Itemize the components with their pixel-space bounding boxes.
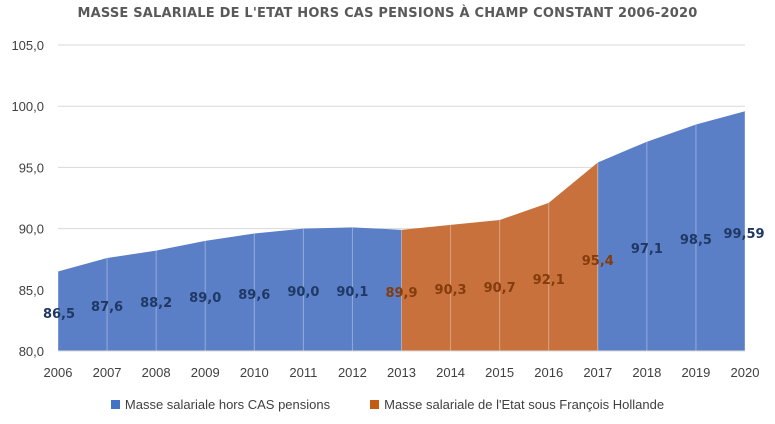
legend-swatch-orange: [370, 400, 380, 409]
x-axis-ticks: 2006 2007 2008 2009 2010 2011 2012 2013 2014 2015…: [44, 365, 760, 380]
data-label: 90,3: [435, 283, 467, 298]
legend-item-orange[interactable]: Masse salariale de l'Etat sous François …: [370, 397, 664, 412]
legend-label: Masse salariale hors CAS pensions: [124, 397, 331, 412]
data-label: 86,5: [43, 307, 75, 322]
x-tick-label: 2017: [583, 365, 612, 380]
data-label: 89,0: [189, 291, 221, 306]
data-label: 88,2: [140, 296, 172, 311]
x-tick-label: 2019: [681, 365, 710, 380]
y-tick-label: 100,0: [11, 99, 44, 114]
data-label: 87,6: [91, 300, 123, 315]
data-label: 89,6: [238, 288, 270, 303]
y-tick-label: 85,0: [19, 283, 44, 298]
data-label: 89,9: [385, 286, 417, 301]
area-segment: [597, 111, 745, 351]
legend-swatch-blue: [110, 400, 120, 409]
chart-title: MASSE SALARIALE DE L'ETAT HORS CAS PENSI…: [77, 6, 698, 21]
x-tick-label: 2016: [534, 365, 563, 380]
x-tick-label: 2007: [93, 365, 122, 380]
legend: Masse salariale hors CAS pensions Masse …: [0, 397, 775, 412]
data-label: 99,59: [723, 227, 764, 242]
data-label: 98,5: [680, 233, 712, 248]
year-dividers: [57, 111, 746, 352]
x-tick-label: 2006: [44, 365, 73, 380]
x-tick-label: 2015: [485, 365, 514, 380]
y-tick-label: 95,0: [19, 160, 44, 175]
data-label: 95,4: [582, 254, 614, 269]
area-series: [58, 111, 745, 351]
x-tick-label: 2020: [731, 365, 760, 380]
y-axis-ticks: 80,0 85,0 90,0 95,0 100,0 105,0: [11, 38, 44, 359]
x-tick-label: 2014: [436, 365, 465, 380]
data-label: 97,1: [631, 242, 663, 257]
legend-label: Masse salariale de l'Etat sous François …: [384, 397, 665, 412]
data-label: 90,1: [336, 285, 368, 300]
x-tick-label: 2010: [240, 365, 269, 380]
x-tick-label: 2018: [632, 365, 661, 380]
x-tick-label: 2012: [338, 365, 367, 380]
data-label: 92,1: [533, 273, 565, 288]
x-tick-label: 2013: [387, 365, 416, 380]
data-labels: 86,5 87,6 88,2 89,0 89,6 90,0 90,1 89,9 90,3 90,7…: [43, 227, 765, 322]
y-tick-label: 90,0: [19, 222, 44, 237]
data-label: 90,7: [484, 281, 516, 296]
x-tick-label: 2011: [289, 365, 317, 380]
x-tick-label: 2009: [191, 365, 220, 380]
legend-item-blue[interactable]: Masse salariale hors CAS pensions: [110, 397, 331, 412]
x-tick-label: 2008: [142, 365, 171, 380]
y-tick-label: 80,0: [19, 344, 44, 359]
y-tick-label: 105,0: [11, 38, 44, 53]
area-segment: [401, 162, 598, 351]
data-label: 90,0: [287, 285, 319, 300]
area-segment: [58, 227, 402, 351]
